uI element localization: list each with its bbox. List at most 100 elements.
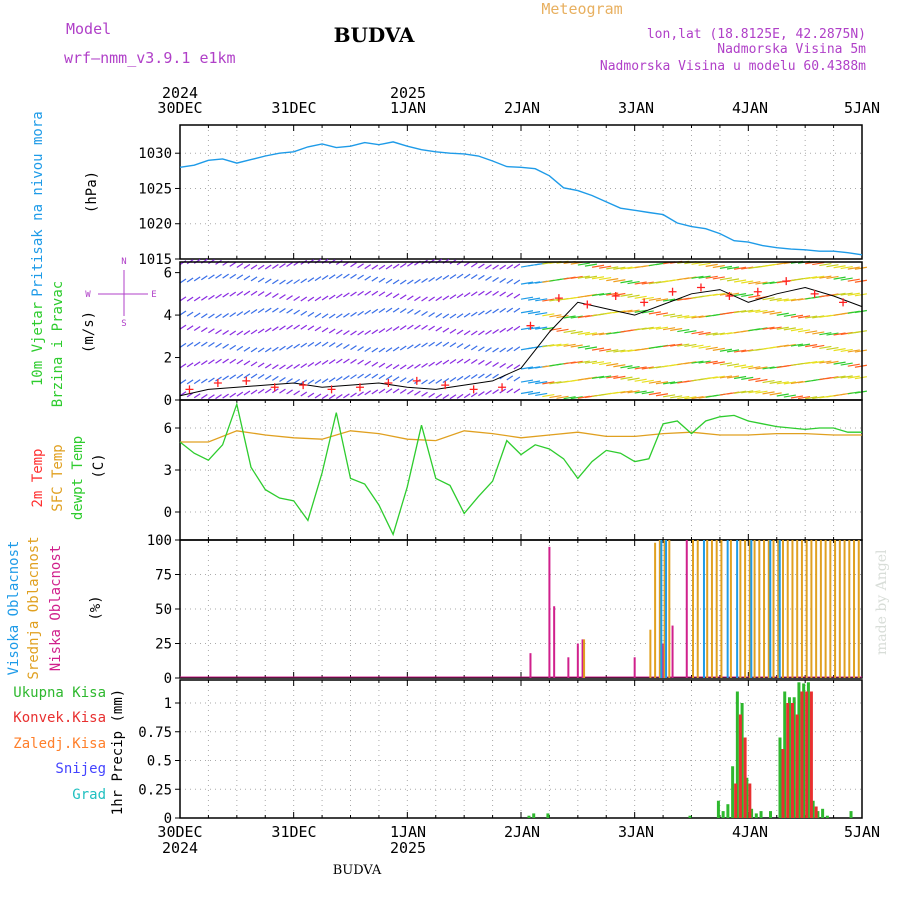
precip-snow-label: Snijeg (55, 761, 106, 777)
wind-barb (463, 273, 471, 279)
wind-barb (662, 298, 676, 302)
wind-barb (200, 313, 208, 319)
wind-barb (364, 290, 372, 296)
wind-barb (769, 392, 782, 396)
wind-barb (620, 293, 633, 297)
wind-barb (449, 358, 457, 364)
wind-barb (470, 345, 478, 351)
wind-barb (613, 375, 626, 379)
wind-barb (620, 266, 633, 270)
wind-barb (684, 330, 697, 334)
wind-barb (591, 276, 605, 280)
wind-barb (229, 392, 237, 398)
wind-barb (662, 343, 676, 348)
wind-barb (385, 388, 393, 394)
wind-barb (229, 374, 237, 380)
wind-barb (705, 360, 718, 364)
wind-barb (591, 347, 605, 351)
wind-barb (243, 309, 251, 315)
wind-direction-marker (469, 385, 478, 394)
wind-barb (485, 373, 492, 379)
wind-barb (819, 332, 832, 336)
wind-barb (840, 375, 853, 379)
precip-bar (754, 813, 758, 818)
pressure-labels: Pritisak na nivou mora (hPa) (30, 111, 100, 296)
wind-barb (392, 293, 400, 299)
wind-barb (719, 265, 733, 269)
temp-2m-label: 2m Temp (30, 448, 46, 507)
wind-barb (350, 330, 357, 336)
precip-bar (546, 813, 550, 818)
wind-barb (222, 330, 229, 336)
precip-bar (740, 703, 744, 818)
wind-barb (705, 332, 718, 336)
wind-barb (200, 378, 208, 384)
wind-barb (606, 363, 619, 367)
elevation-label: Nadmorska Visina 5m (717, 42, 866, 57)
wind-barb (307, 341, 315, 347)
wind-barb (577, 262, 590, 266)
wind-barb (335, 394, 343, 400)
wind-barb (641, 366, 654, 370)
wind-barb (229, 273, 237, 279)
y-tick-label: 1015 (138, 252, 172, 268)
wind-barb (513, 376, 521, 382)
wind-barb (250, 290, 258, 296)
wind-barb (492, 276, 499, 282)
wind-direction-marker (213, 379, 222, 388)
wind-barb (769, 297, 782, 302)
wind-barb (193, 276, 201, 282)
wind-barb (762, 379, 775, 384)
wind-barb (506, 388, 514, 394)
wind-barb (286, 308, 293, 314)
precip-bar (721, 811, 725, 818)
wind-barb (662, 381, 676, 385)
wind-barb (513, 364, 521, 370)
wind-barb (343, 393, 350, 399)
wind-barb (357, 373, 364, 379)
wind-barb (179, 363, 187, 369)
wind-barb (435, 341, 443, 347)
wind-barb (670, 395, 683, 399)
y-tick-label: 0 (164, 671, 172, 687)
wind-barb (350, 345, 357, 351)
precip-bar (738, 714, 742, 818)
wind-barb (357, 274, 364, 280)
wind-barb (854, 309, 867, 314)
wind-direction-marker (668, 287, 677, 296)
wind-barb (613, 390, 626, 395)
wind-barb (350, 273, 357, 279)
lonlat-label: lon,lat (18.8125E, 42.2875N) (647, 27, 866, 42)
top-time-axis: 2024 30DEC 31DEC 2025 1JAN 2JAN 3JAN 4JA… (157, 84, 880, 117)
wind-direction-marker (611, 291, 620, 300)
wind-barb (236, 311, 244, 317)
wind-barb (272, 279, 279, 285)
wind-barb (492, 328, 499, 334)
wind-barb (741, 280, 754, 284)
wind-barb (591, 332, 605, 336)
y-tick-label: 1025 (138, 181, 172, 197)
wind-barb (712, 375, 725, 379)
wind-barb (684, 361, 697, 365)
wind-barb (542, 381, 555, 385)
wind-barb (456, 393, 464, 399)
wind-barb (222, 292, 229, 298)
wind-barb (300, 391, 308, 397)
watermark: made by Angel (874, 549, 890, 655)
wind-barb (535, 312, 548, 316)
wind-barb (620, 365, 633, 369)
wind-barb (257, 362, 265, 368)
top-day-label: 1JAN (390, 99, 426, 117)
wind-barb (570, 344, 583, 348)
wind-barb (492, 264, 499, 270)
wind-barb (691, 331, 704, 335)
wind-barb (847, 278, 860, 282)
wind-barb (634, 390, 647, 394)
y-tick-label: 6 (164, 421, 172, 437)
wind-barb (279, 325, 286, 331)
wind-barb (542, 344, 555, 348)
wind-barb (385, 264, 393, 270)
wind-barb (563, 315, 576, 319)
